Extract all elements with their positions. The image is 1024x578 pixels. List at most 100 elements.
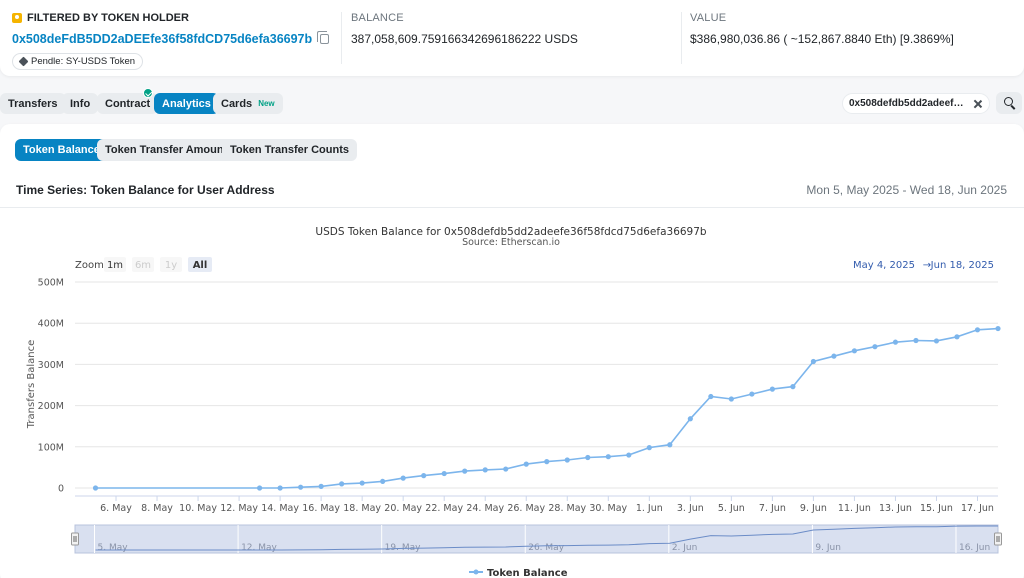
zoom-button-1m[interactable]: 1m <box>104 257 126 272</box>
data-point[interactable] <box>749 391 755 397</box>
holder-tag[interactable]: Pendle: SY-USDS Token <box>12 53 144 70</box>
x-tick-label: 5. Jun <box>718 503 745 514</box>
x-tick-label: 1. Jun <box>636 503 663 514</box>
data-point[interactable] <box>974 327 981 333</box>
zoom-button-bg <box>132 257 154 272</box>
data-point[interactable] <box>954 334 960 340</box>
data-point[interactable] <box>298 484 304 490</box>
data-point[interactable] <box>503 466 509 472</box>
data-point[interactable] <box>728 396 734 402</box>
chart-legend[interactable]: Token Balance <box>469 568 568 578</box>
subtab-token-balance[interactable]: Token Balance <box>15 139 108 161</box>
subtab-label: Token Balance <box>23 144 100 156</box>
value-column: VALUE $386,980,036.86 ( ~152,867.8840 Et… <box>690 12 954 46</box>
tab-cards[interactable]: Cards New <box>213 93 283 114</box>
subtab-token-transfer-counts[interactable]: Token Transfer Counts <box>222 139 357 161</box>
data-point[interactable] <box>892 339 899 345</box>
legend-marker <box>473 569 479 575</box>
data-point[interactable] <box>933 338 940 344</box>
chart-grid <box>75 281 998 489</box>
data-point[interactable] <box>564 457 570 463</box>
data-point[interactable] <box>359 480 365 486</box>
zoom-buttons: 1m 6m 1y All <box>104 257 212 272</box>
x-axis: 6. May 8. May 10. May 12. May 14. May 16. May… <box>75 495 998 514</box>
zoom-button-all[interactable]: All <box>188 257 212 272</box>
data-point[interactable] <box>708 393 714 400</box>
x-tick-label: 14. May <box>261 503 299 514</box>
data-point[interactable] <box>421 473 427 479</box>
data-point[interactable] <box>92 485 99 491</box>
data-point[interactable] <box>646 445 652 451</box>
data-point[interactable] <box>872 344 878 350</box>
data-point[interactable] <box>667 442 673 448</box>
subtab-label: Token Transfer Amounts <box>105 144 234 156</box>
search-button[interactable] <box>996 92 1022 114</box>
zoom-button-label: All <box>193 260 208 271</box>
x-tick-label: 16. May <box>302 503 340 514</box>
data-point[interactable] <box>544 459 550 465</box>
navigator-handle-right[interactable] <box>994 532 1002 546</box>
data-point[interactable] <box>831 353 837 359</box>
data-point[interactable] <box>769 386 775 392</box>
tab-label: Transfers <box>8 97 58 110</box>
data-point[interactable] <box>851 348 858 354</box>
range-from[interactable]: May 4, 2025 <box>853 260 915 271</box>
data-point[interactable] <box>441 470 447 477</box>
range-to[interactable]: Jun 18, 2025 <box>930 260 994 271</box>
tab-label: Contract <box>105 97 151 110</box>
data-point[interactable] <box>913 337 919 344</box>
data-point[interactable] <box>482 467 488 473</box>
close-icon[interactable] <box>973 99 983 109</box>
data-point[interactable] <box>687 416 693 422</box>
holder-card: FILTERED BY TOKEN HOLDER 0x508deFdB5DD2a… <box>0 0 1024 76</box>
y-tick-label: 0 <box>58 484 64 495</box>
copy-icon[interactable] <box>317 31 330 44</box>
series-line <box>95 327 999 489</box>
holder-address-link[interactable]: 0x508deFdB5DD2aDEEfe36f58fdCD75d6efa3669… <box>12 32 313 46</box>
value-label: VALUE <box>690 12 727 24</box>
data-point[interactable] <box>380 478 386 485</box>
address-filter-chip[interactable]: 0x508defdb5dd2adeefe36f58fdcd75d6efa3669… <box>842 93 990 114</box>
data-point[interactable] <box>462 468 468 474</box>
new-badge: New <box>258 99 275 108</box>
navigator-tick-label: 5. May <box>98 543 129 553</box>
holder-address-row: 0x508deFdB5DD2aDEEfe36f58fdCD75d6efa3669… <box>12 31 330 46</box>
data-point[interactable] <box>400 475 406 481</box>
zoom-button-bg <box>160 257 182 272</box>
data-point[interactable] <box>257 485 263 491</box>
data-point[interactable] <box>523 461 529 467</box>
zoom-button-6m[interactable]: 6m <box>132 257 154 272</box>
x-tick-label: 9. Jun <box>800 503 827 514</box>
tab-info[interactable]: Info <box>62 93 99 114</box>
legend-label: Token Balance <box>487 568 568 578</box>
data-point[interactable] <box>810 358 817 365</box>
holder-filter-label: FILTERED BY TOKEN HOLDER <box>27 12 189 24</box>
tab-transfers[interactable]: Transfers <box>0 93 66 114</box>
zoom-button-1y[interactable]: 1y <box>160 257 182 272</box>
handle-body <box>994 532 1002 546</box>
navigator-window[interactable] <box>74 524 999 554</box>
chart-navigator[interactable]: 5. May 12. May 19. May 26. May 2. Jun 9. Jun 1… <box>71 524 1002 554</box>
tab-contract[interactable]: Contract <box>97 93 159 114</box>
navigator-handle-left[interactable] <box>71 532 79 546</box>
x-tick-label: 10. May <box>179 503 217 514</box>
data-point[interactable] <box>995 325 1001 332</box>
y-tick-label: 100M <box>38 442 64 453</box>
subtab-token-transfer-amounts[interactable]: Token Transfer Amounts <box>97 139 242 161</box>
data-point[interactable] <box>790 384 796 390</box>
token-balance-chart: USDS Token Balance for 0x508defdb5dd2ade… <box>26 226 1002 578</box>
tab-label: Info <box>70 97 91 110</box>
data-point[interactable] <box>585 454 591 461</box>
data-point[interactable] <box>605 454 611 460</box>
tab-analytics[interactable]: Analytics <box>154 93 219 114</box>
data-point[interactable] <box>318 483 324 489</box>
x-tick-label: 22. May <box>425 503 463 514</box>
data-point[interactable] <box>626 452 632 458</box>
balance-value: 387,058,609.759166342696186222 USDS <box>351 32 578 46</box>
section-date-range: Mon 5, May 2025 - Wed 18, Jun 2025 <box>806 183 1007 197</box>
section-title: Time Series: Token Balance for User Addr… <box>16 183 275 197</box>
x-tick-label: 6. May <box>100 503 132 514</box>
data-point[interactable] <box>339 481 345 487</box>
data-point[interactable] <box>277 485 283 491</box>
balance-column: BALANCE 387,058,609.759166342696186222 U… <box>351 12 578 46</box>
